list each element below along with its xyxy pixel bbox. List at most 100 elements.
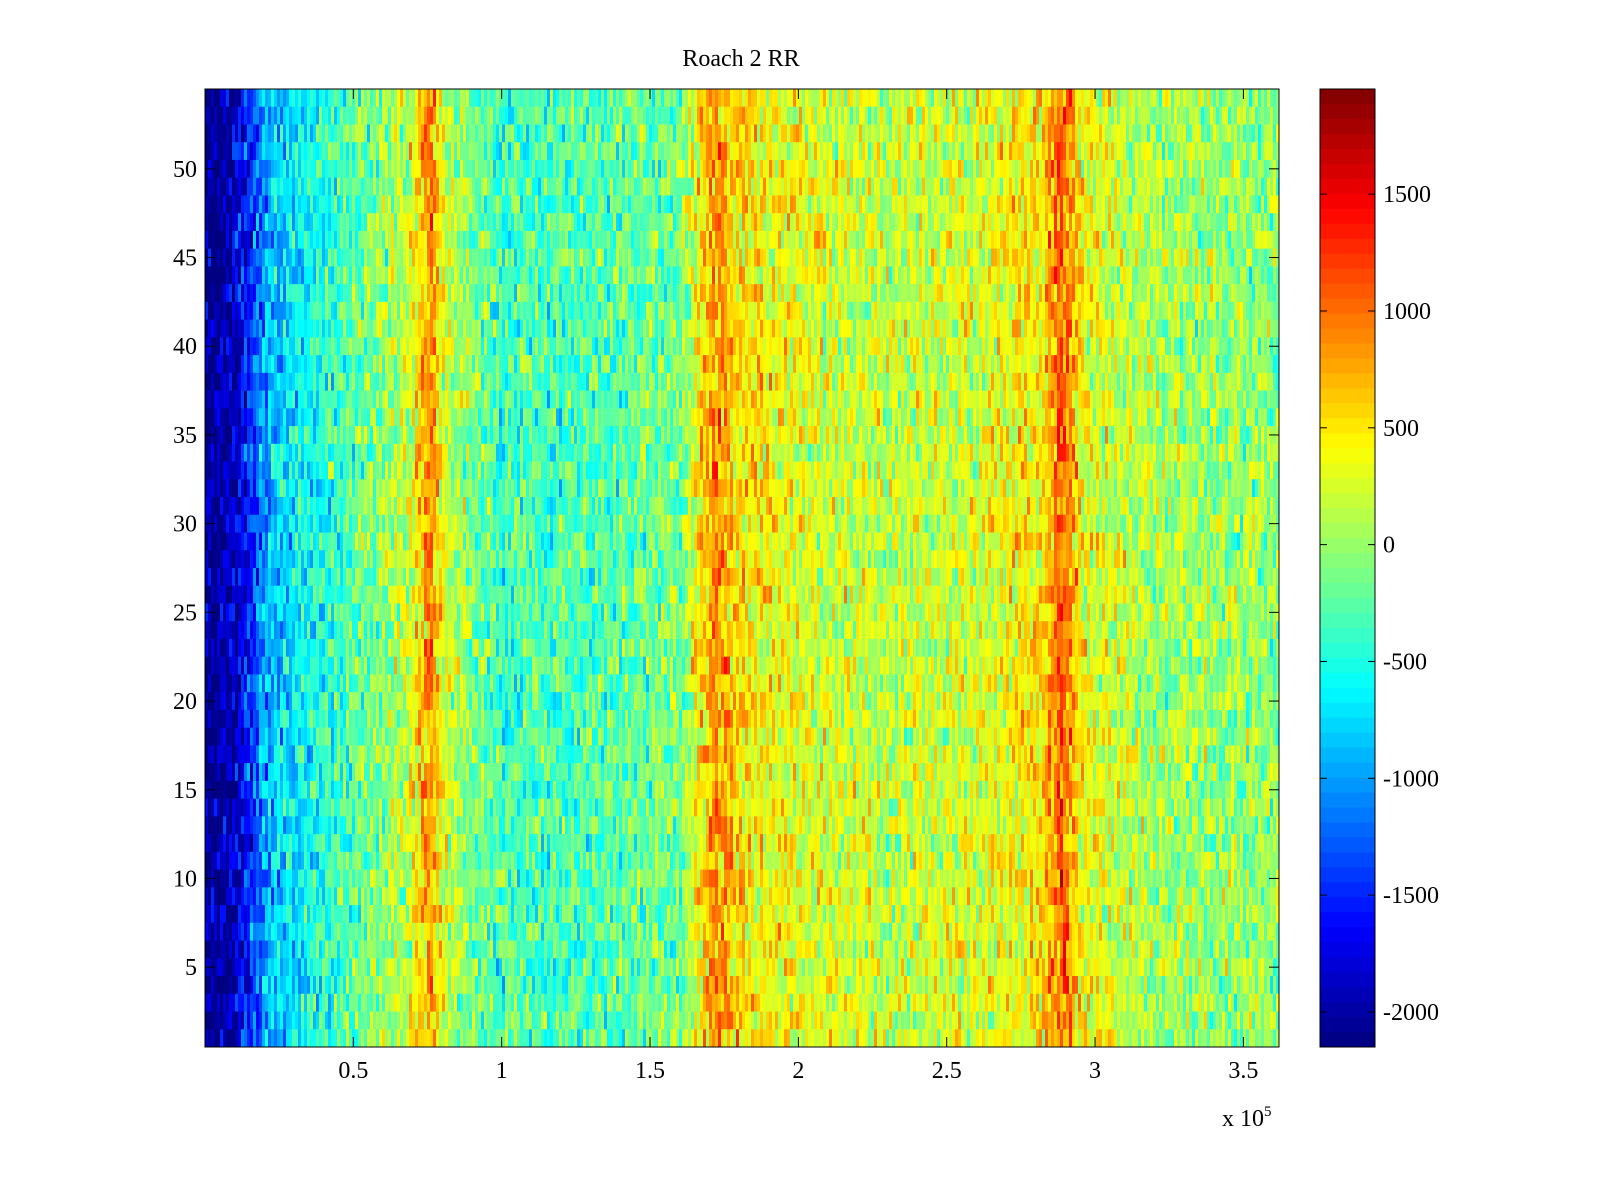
heatmap-cell — [1090, 284, 1094, 303]
heatmap-cell — [589, 319, 593, 338]
heatmap-cell — [727, 159, 731, 179]
heatmap-cell — [862, 284, 866, 303]
heatmap-cell — [1132, 266, 1136, 285]
heatmap-cell — [838, 159, 842, 179]
heatmap-cell — [676, 284, 680, 303]
heatmap-cell — [502, 284, 506, 303]
heatmap-cell — [829, 319, 833, 338]
heatmap-cell — [1243, 195, 1247, 214]
heatmap-cell — [622, 142, 626, 161]
heatmap-cell — [778, 266, 782, 285]
heatmap-cell — [616, 195, 620, 214]
heatmap-cell — [1012, 213, 1016, 232]
heatmap-cell — [529, 124, 533, 143]
heatmap-cell — [838, 177, 842, 196]
heatmap-cell — [886, 106, 890, 125]
heatmap-cell — [763, 301, 767, 321]
heatmap-cell — [592, 89, 596, 108]
heatmap-cell — [487, 195, 491, 214]
heatmap-cell — [619, 159, 623, 179]
heatmap-cell — [439, 230, 443, 250]
heatmap-cell — [595, 230, 599, 250]
heatmap-cell — [1234, 142, 1238, 161]
heatmap-cell — [442, 159, 446, 179]
heatmap-cell — [643, 213, 647, 232]
heatmap-cell — [1270, 124, 1274, 143]
heatmap-cell — [256, 195, 260, 214]
heatmap-cell — [340, 106, 344, 125]
heatmap-cell — [514, 195, 518, 214]
heatmap-cell — [394, 284, 398, 303]
heatmap-cell — [562, 248, 566, 267]
heatmap-cell — [583, 177, 587, 196]
heatmap-cell — [295, 177, 299, 196]
heatmap-cell — [430, 159, 434, 179]
heatmap-cell — [790, 248, 794, 267]
heatmap-cell — [991, 124, 995, 143]
heatmap-cell — [838, 266, 842, 285]
heatmap-cell — [748, 248, 752, 267]
heatmap-cell — [346, 319, 350, 338]
heatmap-cell — [787, 89, 791, 108]
heatmap-cell — [265, 230, 269, 250]
heatmap-cell — [1111, 213, 1115, 232]
heatmap-cell — [454, 106, 458, 125]
heatmap-cell — [1096, 159, 1100, 179]
heatmap-cell — [766, 266, 770, 285]
heatmap-cell — [667, 266, 671, 285]
heatmap-cell — [1024, 319, 1028, 338]
heatmap-cell — [673, 177, 677, 196]
heatmap-cell — [553, 159, 557, 179]
heatmap-cell — [274, 248, 278, 267]
heatmap-cell — [529, 177, 533, 196]
heatmap-cell — [571, 319, 575, 338]
heatmap-cell — [604, 248, 608, 267]
heatmap-cell — [463, 106, 467, 125]
heatmap-cell — [328, 89, 332, 108]
heatmap-cell — [772, 177, 776, 196]
heatmap-cell — [217, 230, 221, 250]
heatmap-cell — [1138, 89, 1142, 108]
heatmap-cell — [241, 177, 245, 196]
heatmap-cell — [1138, 301, 1142, 321]
heatmap-cell — [328, 248, 332, 267]
heatmap-cell — [292, 230, 296, 250]
heatmap-cell — [460, 266, 464, 285]
heatmap-cell — [1159, 89, 1163, 108]
heatmap-cell — [244, 89, 248, 108]
heatmap-cell — [946, 301, 950, 321]
heatmap-cell — [427, 301, 431, 321]
heatmap-cell — [1144, 230, 1148, 250]
heatmap-cell — [748, 284, 752, 303]
heatmap-cell — [409, 230, 413, 250]
heatmap-cell — [1159, 124, 1163, 143]
heatmap-cell — [970, 159, 974, 179]
heatmap-cell — [1003, 230, 1007, 250]
heatmap-cell — [805, 248, 809, 267]
heatmap-cell — [1174, 284, 1178, 303]
heatmap-cell — [433, 248, 437, 267]
heatmap-cell — [793, 319, 797, 338]
heatmap-cell — [748, 230, 752, 250]
heatmap-cell — [1141, 89, 1145, 108]
heatmap-cell — [1183, 319, 1187, 338]
heatmap-cell — [1039, 159, 1043, 179]
heatmap-cell — [1114, 89, 1118, 108]
heatmap-cell — [997, 301, 1001, 321]
heatmap-cell — [610, 177, 614, 196]
heatmap-cell — [625, 124, 629, 143]
heatmap-cell — [604, 195, 608, 214]
heatmap-cell — [340, 124, 344, 143]
heatmap-cell — [418, 248, 422, 267]
heatmap-cell — [619, 230, 623, 250]
heatmap-cell — [889, 301, 893, 321]
heatmap-cell — [241, 142, 245, 161]
heatmap-cell — [247, 213, 251, 232]
heatmap-cell — [322, 230, 326, 250]
heatmap-cell — [823, 266, 827, 285]
heatmap-cell — [697, 177, 701, 196]
heatmap-cell — [205, 195, 209, 214]
heatmap-cell — [862, 89, 866, 108]
heatmap-cell — [301, 319, 305, 338]
heatmap-cell — [970, 319, 974, 338]
